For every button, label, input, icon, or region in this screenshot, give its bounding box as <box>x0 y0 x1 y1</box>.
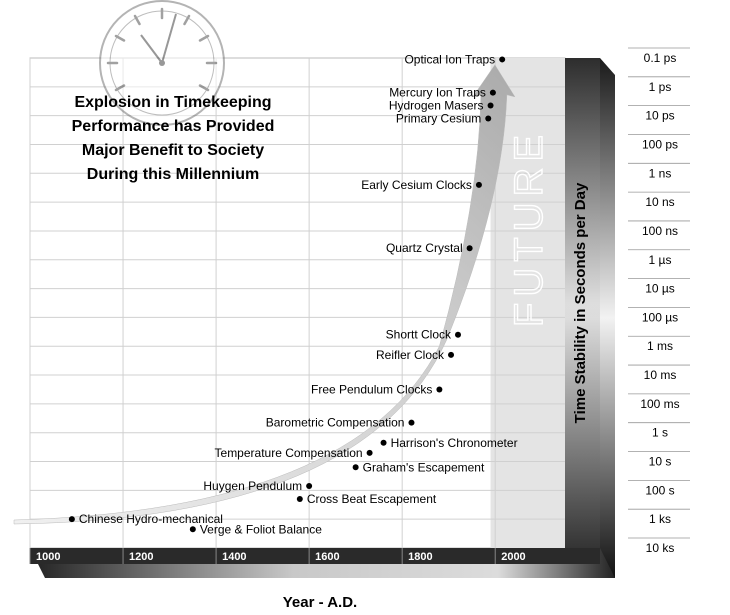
right-wall-face <box>565 58 600 548</box>
y-tick-label: 100 ms <box>640 397 679 411</box>
data-point-label: Graham's Escapement <box>363 460 485 474</box>
y-tick-label: 10 ps <box>645 109 674 123</box>
data-point-label: Reifler Clock <box>376 348 445 362</box>
data-point-label: Huygen Pendulum <box>203 479 302 493</box>
y-tick-label: 1 s <box>652 426 668 440</box>
data-point <box>455 331 461 338</box>
title-line-1: Explosion in Timekeeping <box>74 94 271 111</box>
data-point <box>352 464 359 471</box>
x-tick-label: 1000 <box>36 551 60 563</box>
y-tick-label: 10 µs <box>645 282 675 296</box>
data-point <box>68 516 75 523</box>
y-tick-labels: 0.1 ps 1 ps 10 ps 100 ps 1 ns 10 ns 100 ns 1 µs… <box>628 47 690 555</box>
x-tick-label: 1600 <box>315 551 339 563</box>
x-tick-label: 2000 <box>501 551 525 563</box>
data-point-label: Optical Ion Traps <box>404 52 495 66</box>
y-tick-label: 1 ps <box>649 80 672 94</box>
data-points <box>68 56 506 533</box>
x-axis-bar <box>30 548 600 564</box>
data-point-label: Quartz Crystal <box>386 241 463 255</box>
data-point-label: Verge & Foliot Balance <box>200 522 322 536</box>
x-tick-lines <box>29 548 496 564</box>
data-point-label: Mercury Ion Traps <box>389 86 486 100</box>
y-tick-label: 100 µs <box>642 310 678 324</box>
data-point-label: Hydrogen Masers <box>389 99 484 113</box>
x-tick-label: 1200 <box>129 551 153 563</box>
chart-title: Explosion in Timekeeping Performance has… <box>72 94 275 183</box>
title-line-2: Performance has Provided <box>72 118 275 135</box>
y-tick-label: 100 s <box>645 483 674 497</box>
y-tick-label: 10 ns <box>645 195 674 209</box>
data-point <box>306 483 313 490</box>
y-tick-label: 10 ks <box>646 541 675 555</box>
data-point-label: Early Cesium Clocks <box>361 178 472 192</box>
y-tick-label: 1 ms <box>647 339 673 353</box>
data-point-label: Free Pendulum Clocks <box>311 382 432 396</box>
y-tick-label: 100 ns <box>642 224 678 238</box>
y-tick-label: 10 ms <box>644 368 677 382</box>
x-tick-label: 1400 <box>222 551 246 563</box>
y-tick-label: 1 ns <box>649 166 672 180</box>
y-tick-label: 10 s <box>649 455 672 469</box>
y-axis-label: Time Stability in Seconds per Day <box>572 182 589 423</box>
data-point-label: Barometric Compensation <box>266 416 405 430</box>
future-label: FUTURE <box>507 129 551 327</box>
data-point-label: Cross Beat Escapement <box>307 492 437 506</box>
data-point <box>296 496 303 502</box>
y-tick-label: 0.1 ps <box>644 51 677 65</box>
y-tick-label: 1 µs <box>649 253 672 267</box>
x-tick-labels: 1000 1200 1400 1600 1800 2000 <box>36 551 526 563</box>
title-line-3: Major Benefit to Society <box>82 142 264 159</box>
y-tick-label: 100 ps <box>642 137 678 151</box>
clock-icon <box>99 0 225 126</box>
data-point <box>466 245 473 252</box>
data-point <box>189 526 196 533</box>
title-line-4: During this Millennium <box>87 166 259 183</box>
data-point <box>408 419 415 426</box>
trend-arrow <box>13 64 516 525</box>
data-point <box>380 439 387 446</box>
y-tick-label: 1 ks <box>649 512 671 526</box>
data-point <box>499 56 506 63</box>
data-point-label: Harrison's Chronometer <box>391 436 518 450</box>
data-point <box>485 115 492 122</box>
data-point <box>475 181 482 188</box>
x-tick-label: 1800 <box>408 551 432 563</box>
data-point-label: Chinese Hydro-mechanical <box>79 512 223 526</box>
data-point <box>489 89 496 96</box>
data-point <box>448 351 455 358</box>
plot-area <box>29 57 566 549</box>
x-axis-label: Year - A.D. <box>283 594 357 611</box>
data-point <box>366 449 373 456</box>
data-point <box>487 102 494 109</box>
data-point-label: Shortt Clock <box>386 328 452 342</box>
data-point-label: Primary Cesium <box>396 112 481 126</box>
data-point-label: Temperature Compensation <box>215 446 363 460</box>
data-point <box>436 386 443 393</box>
